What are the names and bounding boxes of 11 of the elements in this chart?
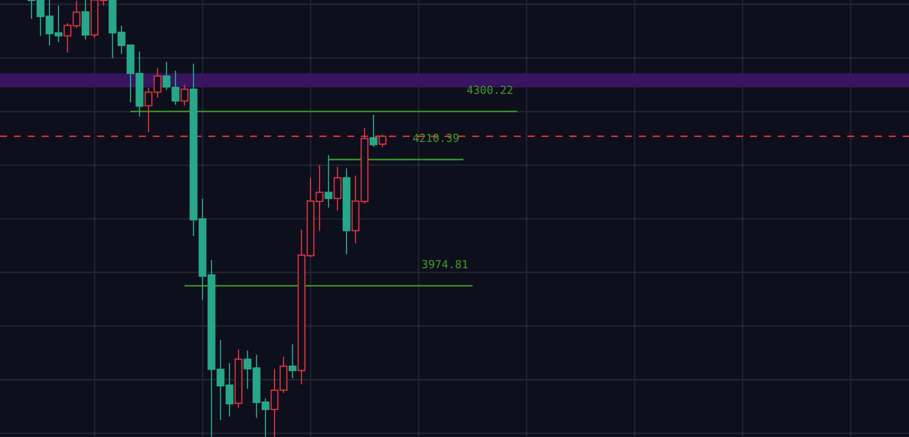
candlestick — [324, 154, 332, 208]
series-label: 3974.81 — [422, 260, 468, 268]
candlestick — [82, 0, 90, 40]
candlestick — [342, 168, 350, 255]
series-label: 4300.22 — [467, 86, 512, 94]
series-label: 4210.39 — [413, 134, 459, 142]
candlestick — [234, 349, 242, 408]
candlestick — [370, 114, 378, 148]
candlestick — [334, 166, 342, 212]
candlestick — [180, 84, 188, 106]
candlestick — [288, 344, 296, 379]
